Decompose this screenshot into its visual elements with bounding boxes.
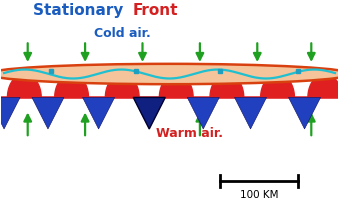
Text: Stationary: Stationary <box>33 3 129 18</box>
Polygon shape <box>308 75 339 98</box>
Polygon shape <box>210 75 244 98</box>
Text: Cold air.: Cold air. <box>94 27 151 40</box>
Polygon shape <box>32 98 64 129</box>
Text: Front: Front <box>132 3 178 18</box>
Polygon shape <box>261 75 294 98</box>
Polygon shape <box>288 98 321 129</box>
Polygon shape <box>83 98 115 129</box>
Polygon shape <box>55 75 88 98</box>
Polygon shape <box>7 75 41 98</box>
Text: Warm air.: Warm air. <box>156 126 223 139</box>
Polygon shape <box>187 98 219 129</box>
Text: 100 KM: 100 KM <box>240 189 278 199</box>
Polygon shape <box>235 98 266 129</box>
Polygon shape <box>133 98 165 129</box>
Polygon shape <box>105 75 139 98</box>
Polygon shape <box>0 98 20 129</box>
Polygon shape <box>159 75 193 98</box>
Ellipse shape <box>0 64 339 85</box>
